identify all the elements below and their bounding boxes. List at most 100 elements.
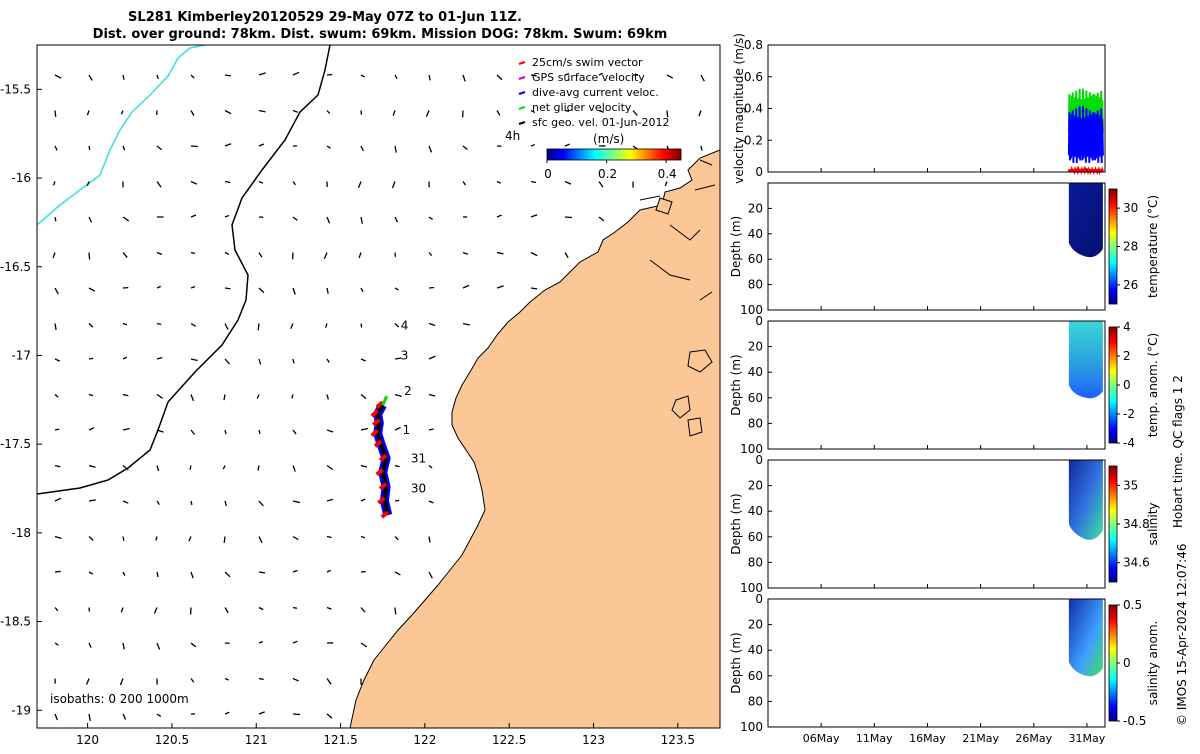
geo-vel-arrow bbox=[157, 286, 161, 288]
geo-vel-arrow bbox=[123, 643, 124, 649]
glider-track bbox=[372, 396, 388, 517]
geo-vel-arrow bbox=[359, 253, 361, 258]
time-tick-label: 16May bbox=[909, 732, 946, 745]
geo-vel-arrow bbox=[225, 359, 230, 364]
geo-vel-arrow bbox=[123, 253, 127, 258]
colorbar-tick-label: -2 bbox=[1123, 407, 1135, 421]
geo-vel-arrow bbox=[55, 75, 61, 78]
colorbar-tick-label: 0 bbox=[1123, 656, 1131, 670]
map-y-tick-label: -15.5 bbox=[0, 82, 31, 96]
geo-vel-arrow bbox=[665, 182, 667, 186]
geo-vel-arrow bbox=[191, 215, 196, 217]
geo-vel-arrow bbox=[55, 466, 60, 467]
geo-vel-arrow bbox=[191, 643, 196, 647]
geo-vel-arrow bbox=[259, 712, 265, 714]
geo-vel-arrow bbox=[327, 430, 333, 432]
geo-vel-arrow bbox=[327, 217, 330, 223]
geo-vel-arrow bbox=[157, 572, 158, 577]
geo-vel-arrow bbox=[259, 572, 265, 573]
geo-vel-arrow bbox=[157, 182, 161, 188]
map-x-tick-label: 121 bbox=[245, 733, 268, 747]
qc-flags-label: Hobart time. QC flags 1 2 bbox=[1171, 375, 1185, 528]
geo-vel-arrow bbox=[191, 75, 194, 78]
geo-vel-arrow bbox=[327, 499, 333, 501]
y-tick-label: 20 bbox=[748, 201, 763, 215]
geo-vel-arrow bbox=[429, 429, 434, 430]
geo-vel-arrow bbox=[361, 288, 363, 292]
geo-vel-arrow bbox=[190, 466, 191, 470]
geo-vel-arrow bbox=[191, 572, 193, 578]
geo-vel-arrow bbox=[225, 253, 229, 255]
geo-vel-arrow bbox=[463, 182, 466, 186]
geo-vel-arrow bbox=[293, 111, 298, 113]
geo-vel-arrow bbox=[361, 217, 362, 224]
track-day-label: 3 bbox=[401, 348, 409, 362]
geo-vel-arrow bbox=[123, 572, 125, 576]
panel-frame bbox=[768, 460, 1105, 588]
geo-vel-arrow bbox=[89, 572, 93, 574]
geo-vel-arrow bbox=[55, 429, 59, 430]
y-tick-label: 0 bbox=[755, 314, 763, 328]
geo-vel-arrow bbox=[361, 324, 362, 328]
isobaths-label: isobaths: 0 200 1000m bbox=[50, 692, 189, 706]
geo-vel-arrow bbox=[327, 74, 332, 75]
map-x-tick-label: 122.5 bbox=[492, 733, 526, 747]
geo-vel-arrow bbox=[191, 111, 194, 116]
legend-entry: sfc geo. vel. 01-Jun-2012 bbox=[532, 116, 669, 129]
geo-vel-arrow bbox=[191, 359, 198, 360]
y-tick-label: 0 bbox=[755, 592, 763, 606]
geo-vel-arrow bbox=[154, 608, 157, 614]
geo-vel-arrow bbox=[701, 75, 704, 81]
legend-swatch bbox=[519, 62, 525, 64]
geo-vel-arrow bbox=[259, 430, 260, 434]
y-tick-label: 0.6 bbox=[744, 70, 763, 84]
geo-vel-arrow bbox=[89, 75, 92, 80]
track-day-label: 2 bbox=[404, 384, 412, 398]
geo-vel-arrow bbox=[55, 217, 56, 221]
geo-vel-arrow bbox=[531, 145, 535, 146]
geo-vel-arrow bbox=[55, 395, 58, 398]
geo-vel-arrow bbox=[293, 679, 299, 681]
geo-vel-arrow bbox=[225, 712, 229, 714]
colorbar-tick-label: 28 bbox=[1123, 240, 1138, 254]
geo-vel-arrow bbox=[361, 146, 363, 151]
geo-vel-arrow bbox=[531, 288, 537, 289]
geo-vel-arrow bbox=[157, 395, 163, 399]
geo-vel-arrow bbox=[225, 572, 230, 577]
geo-vel-arrow bbox=[327, 466, 333, 470]
geo-vel-arrow bbox=[395, 288, 399, 290]
track-day-label: 1 bbox=[402, 423, 410, 437]
geo-vel-arrow bbox=[157, 75, 158, 79]
geo-vel-arrow bbox=[395, 427, 401, 430]
geo-vel-arrow bbox=[429, 356, 435, 359]
geo-vel-arrow bbox=[565, 182, 571, 185]
geo-vel-arrow bbox=[259, 144, 264, 146]
geo-vel-arrow bbox=[429, 537, 430, 543]
y-tick-label: 20 bbox=[748, 479, 763, 493]
geo-vel-arrow bbox=[224, 537, 225, 543]
geo-vel-arrow bbox=[326, 324, 327, 328]
map-subtitle: Dist. over ground: 78km. Dist. swum: 69k… bbox=[93, 27, 668, 42]
geo-vel-arrow bbox=[463, 253, 468, 255]
geo-vel-arrow bbox=[393, 111, 395, 116]
land-mass bbox=[350, 150, 720, 728]
geo-vel-arrow bbox=[429, 146, 432, 152]
profile-heatmap bbox=[1069, 599, 1103, 676]
geo-vel-arrow bbox=[157, 501, 159, 505]
y-tick-label: 20 bbox=[748, 340, 763, 354]
geo-vel-arrow bbox=[89, 358, 93, 359]
geo-vel-arrow bbox=[157, 253, 162, 255]
geo-vel-arrow bbox=[463, 285, 469, 288]
map-y-tick-label: -18 bbox=[11, 526, 31, 540]
geo-vel-arrow bbox=[123, 357, 127, 359]
colorbar bbox=[1109, 327, 1117, 443]
y-tick-label: 60 bbox=[748, 391, 763, 405]
geo-vel-arrow bbox=[259, 501, 263, 506]
geo-vel-arrow bbox=[259, 182, 263, 184]
geo-vel-arrow bbox=[89, 324, 93, 328]
net-glider-velocity bbox=[383, 396, 387, 405]
geo-vel-arrow bbox=[225, 144, 231, 146]
